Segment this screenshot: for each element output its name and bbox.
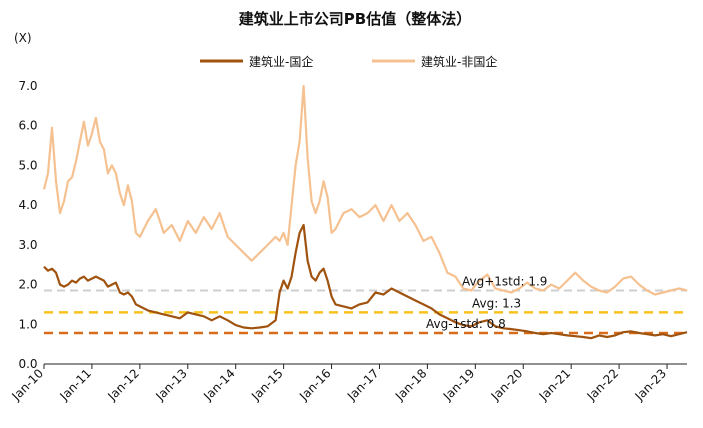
reference-lines [44,289,687,335]
y-tick-label: 2.0 [18,278,37,292]
series-line-non-soe [42,84,688,296]
x-tick-label: Jan-20 [488,366,526,404]
y-tick-label: 0.0 [18,357,37,371]
y-tick-label: 4.0 [18,198,37,212]
x-tick-label: Jan-18 [392,366,430,404]
y-axis-unit: (X) [14,31,32,45]
x-tick-label: Jan-23 [632,366,670,404]
x-tick-label: Jan-12 [104,366,142,404]
y-tick-label: 5.0 [18,158,37,172]
x-tick-label: Jan-19 [440,366,478,404]
y-tick-label: 7.0 [18,79,37,93]
legend-label-non-soe: 建筑业-非国企 [421,54,497,69]
x-tick-label: Jan-22 [584,366,622,404]
chart-title: 建筑业上市公司PB估值（整体法） [239,10,471,28]
y-tick-label: 1.0 [18,317,37,331]
x-tick-label: Jan-17 [344,366,382,404]
x-tick-label: Jan-21 [536,366,574,404]
x-tick-label: Jan-13 [152,366,190,404]
x-tick-label: Jan-15 [248,366,286,404]
reference-labels: Avg+1std: 1.9 Avg: 1.3 Avg-1std: 0.8 [426,275,547,331]
y-axis-ticks: 0.0 1.0 2.0 3.0 4.0 5.0 6.0 7.0 [18,79,37,371]
x-tick-label: Jan-16 [296,366,334,404]
y-tick-label: 6.0 [18,119,37,133]
reference-line-label: Avg: 1.3 [472,296,521,310]
series-lines [42,84,688,340]
x-tick-label: Jan-10 [9,366,47,404]
x-tick-label: Jan-11 [56,366,94,404]
legend-label-soe: 建筑业-国企 [249,54,313,69]
legend: 建筑业-国企 建筑业-非国企 [200,54,497,69]
series-line-soe [43,223,688,340]
y-tick-label: 3.0 [18,238,37,252]
reference-line-label: Avg-1std: 0.8 [426,317,506,331]
x-tick-label: Jan-14 [200,366,238,404]
x-axis-ticks: Jan-10 Jan-11 Jan-12 Jan-13 Jan-14 Jan-15 Jan-… [9,364,670,404]
reference-line-label: Avg+1std: 1.9 [462,275,547,289]
